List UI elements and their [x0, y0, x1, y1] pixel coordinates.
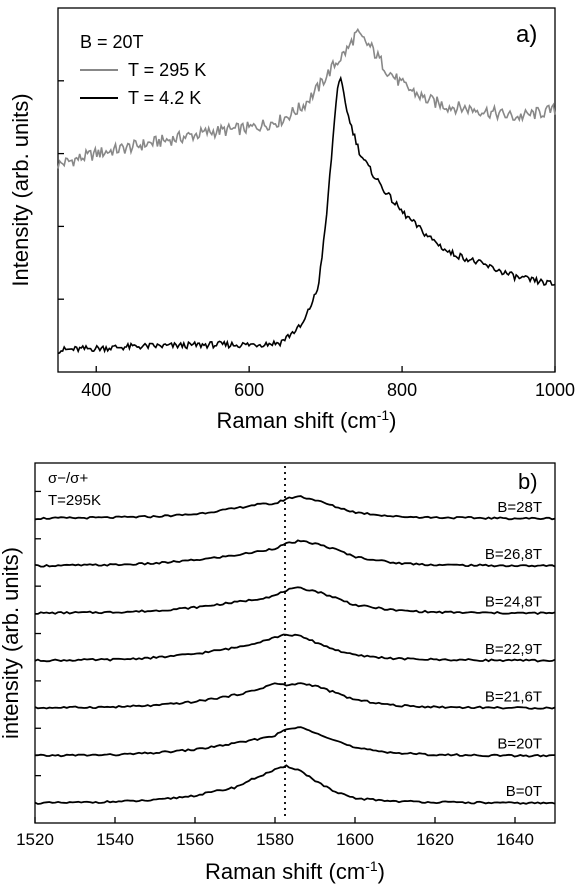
- panel-a-series: [57, 27, 556, 355]
- panel-b-x-tick-label: 1620: [416, 830, 454, 849]
- panel-a-ticks: 400 600 800 1000: [58, 80, 575, 400]
- panel-a-x-tick-label: 400: [81, 380, 111, 400]
- panel-b-series-label: B=24,8T: [485, 594, 542, 611]
- panel-b-series: B=28T B=26,8T B=24,8T B=22,9T B=21,6T B=20T B=…: [34, 495, 556, 805]
- panel-b-x-tick-label: 1580: [256, 830, 294, 849]
- panel-a-label: a): [516, 21, 537, 48]
- panel-b-chart: 1520 1540 1560 1580 1600 1620 1640 B=28T B=26,8…: [0, 462, 556, 884]
- panel-a-x-tick-label: 600: [234, 380, 264, 400]
- panel-b-series-line: [34, 682, 556, 710]
- panel-a-frame: [57, 7, 556, 373]
- panel-b-series-label: B=21,6T: [485, 688, 542, 705]
- panel-b-annotation-polarization: σ−/σ+: [48, 470, 88, 487]
- panel-a-legend-label: T = 295 K: [128, 60, 206, 80]
- panel-b-x-axis-label: Raman shift (cm-1): [205, 858, 385, 884]
- panel-a-series-t295k-line: [57, 27, 556, 169]
- panel-a-legend-title: B = 20T: [80, 32, 144, 52]
- panel-b-series-label: B=26,8T: [485, 546, 542, 563]
- panel-a-chart: 400 600 800 1000 a) B = 20T T = 295 K T = 4.…: [8, 7, 575, 433]
- panel-a-x-axis-label: Raman shift (cm-1): [217, 407, 397, 433]
- panel-a-series-t4k-line: [57, 75, 556, 355]
- panel-b-series-line: [34, 764, 556, 805]
- panel-a-legend: T = 295 K T = 4.2 K: [80, 60, 206, 108]
- panel-a-legend-label: T = 4.2 K: [128, 88, 201, 108]
- panel-a-y-axis-label: Intensity (arb. units): [8, 93, 33, 286]
- panel-b-ticks: 1520 1540 1560 1580 1600 1620 1640: [16, 490, 534, 849]
- panel-b-series-label: B=0T: [506, 783, 542, 800]
- panel-b-annotation-temperature: T=295K: [48, 492, 101, 509]
- panel-b-series-line: [35, 586, 556, 616]
- panel-b-series-line: [34, 726, 555, 758]
- panel-b-series-label: B=20T: [497, 736, 542, 753]
- panel-b-y-axis-label: intensity (arb. units): [0, 547, 23, 739]
- panel-b-x-tick-label: 1540: [96, 830, 134, 849]
- panel-b-x-tick-label: 1640: [496, 830, 534, 849]
- panel-b-x-tick-label: 1520: [16, 830, 54, 849]
- panel-b-series-line: [34, 633, 556, 663]
- panel-b-series-line: [34, 539, 556, 568]
- panel-a-x-tick-label: 1000: [535, 380, 575, 400]
- panel-a-x-tick-label: 800: [387, 380, 417, 400]
- panel-b-series-line: [34, 495, 556, 521]
- panel-b-series-label: B=28T: [497, 499, 542, 516]
- panel-b-x-tick-label: 1560: [176, 830, 214, 849]
- panel-b-frame: [34, 462, 556, 824]
- panel-b-label: b): [518, 469, 538, 494]
- panel-b-x-tick-label: 1600: [336, 830, 374, 849]
- panel-b-series-label: B=22,9T: [485, 641, 542, 658]
